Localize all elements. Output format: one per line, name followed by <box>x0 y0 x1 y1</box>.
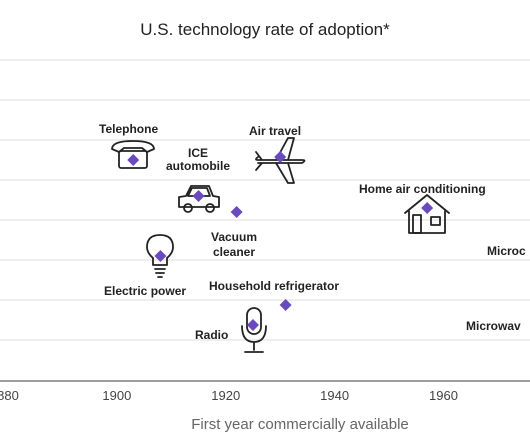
point-label: Household refrigerator <box>209 279 339 293</box>
x-axis-label: First year commercially available <box>191 416 409 433</box>
point-label: automobile <box>166 159 230 173</box>
point-label: Home air conditioning <box>359 182 486 196</box>
microphone-icon <box>241 307 267 353</box>
point-label: Telephone <box>99 122 158 136</box>
point-label: cleaner <box>213 245 255 259</box>
x-tick-label: 1920 <box>211 388 240 403</box>
x-tick-label: 1900 <box>102 388 131 403</box>
x-axis-ticks: 880 1900 1920 1940 1960 <box>0 388 458 403</box>
point-icons <box>111 137 450 353</box>
car-icon <box>178 185 220 213</box>
point-label: Vacuum <box>211 230 257 244</box>
data-point-marker <box>154 250 167 262</box>
chart-title: U.S. technology rate of adoption* <box>140 20 390 39</box>
point-label: Air travel <box>249 124 301 138</box>
point-label: Microc <box>487 244 526 258</box>
data-point-marker <box>127 154 140 166</box>
telephone-icon <box>111 140 155 169</box>
x-tick-label: 1940 <box>320 388 349 403</box>
gridlines <box>0 59 530 341</box>
data-point-marker <box>192 190 205 202</box>
house-icon <box>404 194 450 234</box>
x-tick-label: 1960 <box>429 388 458 403</box>
point-markers <box>127 151 434 331</box>
point-label: Radio <box>195 328 228 342</box>
x-tick-label: 880 <box>0 388 19 403</box>
point-label: ICE <box>188 146 208 160</box>
lightbulb-icon <box>146 234 174 278</box>
data-point-marker <box>246 319 259 331</box>
data-point-marker <box>274 151 287 163</box>
data-point-marker <box>279 299 292 311</box>
point-label: Electric power <box>104 284 186 298</box>
point-label: Microwav <box>466 319 521 333</box>
data-point-marker <box>421 202 434 214</box>
data-point-marker <box>230 206 243 218</box>
